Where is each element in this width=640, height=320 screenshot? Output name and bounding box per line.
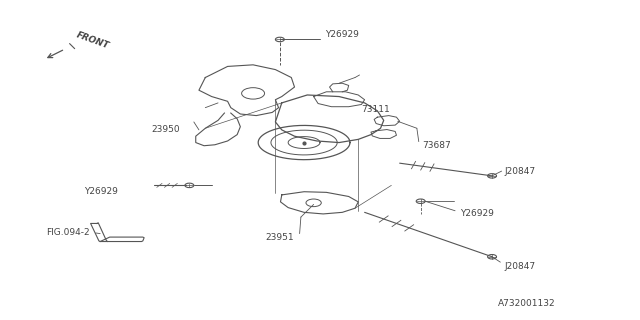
Text: Y26929: Y26929 [84,187,118,196]
Text: 23951: 23951 [266,233,294,242]
Text: A732001132: A732001132 [498,299,556,308]
Text: FRONT: FRONT [75,30,110,51]
Text: 73687: 73687 [422,141,451,150]
Text: 73111: 73111 [362,105,390,114]
Text: 23950: 23950 [151,125,180,134]
Text: FIG.094-2: FIG.094-2 [46,228,90,237]
Text: J20847: J20847 [505,262,536,271]
Text: J20847: J20847 [505,167,536,176]
Text: Y26929: Y26929 [460,209,494,219]
Text: Y26929: Y26929 [325,30,359,39]
